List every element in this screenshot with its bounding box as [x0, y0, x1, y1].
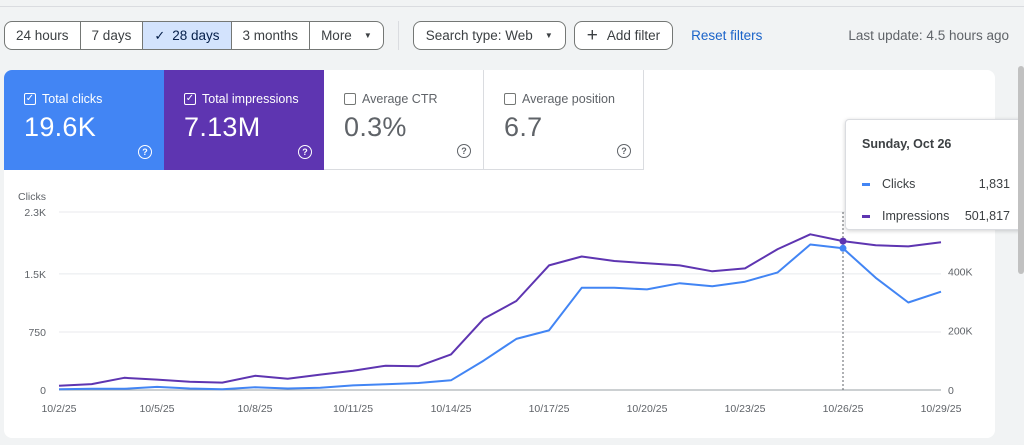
x-tick-label: 10/11/25: [333, 403, 373, 415]
x-tick-label: 10/20/25: [627, 403, 668, 415]
y-left-tick-label: 0: [40, 385, 46, 397]
metric-total-impressions[interactable]: ✓ Total impressions 7.13M ?: [164, 70, 324, 170]
reset-filters-link[interactable]: Reset filters: [691, 28, 763, 43]
toolbar-divider: [397, 21, 399, 50]
help-icon[interactable]: ?: [298, 145, 312, 159]
metric-label: Total impressions: [202, 92, 299, 106]
y-left-tick-label: 1.5K: [24, 269, 46, 281]
y-axis-label: Clicks: [18, 191, 46, 203]
metric-value: 19.6K: [24, 112, 97, 142]
metric-value: 7.13M: [184, 112, 261, 142]
checkbox-checked-icon[interactable]: ✓: [184, 93, 196, 105]
y-left-tick-label: 750: [28, 327, 46, 339]
y-right-tick-label: 0: [948, 385, 954, 397]
plus-icon: +: [586, 25, 598, 46]
range-more-dropdown[interactable]: More ▼: [321, 28, 372, 43]
metric-label: Average CTR: [362, 92, 438, 106]
range-24-hours[interactable]: 24 hours: [5, 22, 81, 49]
page-scrollbar[interactable]: [1018, 66, 1024, 274]
x-tick-label: 10/26/25: [823, 403, 864, 415]
y-left-tick-label: 2.3K: [24, 207, 46, 219]
x-tick-label: 10/5/25: [139, 403, 174, 415]
metric-value: 0.3%: [344, 112, 407, 142]
series-line-clicks: [58, 243, 942, 391]
check-icon: ✓: [154, 27, 166, 43]
x-tick-label: 10/29/25: [921, 403, 962, 415]
highlight-point-clicks: [839, 244, 847, 252]
range-7-days[interactable]: 7 days: [81, 22, 144, 49]
metric-total-clicks[interactable]: ✓ Total clicks 19.6K ?: [4, 70, 164, 170]
x-tick-label: 10/2/25: [41, 403, 76, 415]
filter-toolbar: 24 hours 7 days ✓ 28 days 3 months More ▼ …: [4, 21, 762, 50]
tooltip-value: 501,817: [964, 209, 1010, 223]
chart-tooltip: Sunday, Oct 26 Clicks 1,831 Impressions …: [845, 119, 1024, 230]
help-icon[interactable]: ?: [617, 144, 631, 158]
checkbox-unchecked-icon[interactable]: [344, 93, 356, 105]
help-icon[interactable]: ?: [457, 144, 471, 158]
range-3-months[interactable]: 3 months: [232, 22, 311, 49]
metric-label: Average position: [522, 92, 615, 106]
checkbox-unchecked-icon[interactable]: [504, 93, 516, 105]
search-type-dropdown[interactable]: Search type: Web ▼: [412, 21, 566, 50]
top-divider: [0, 6, 1024, 7]
caret-down-icon: ▼: [363, 31, 372, 40]
y-right-tick-label: 400K: [948, 266, 973, 278]
tooltip-date: Sunday, Oct 26: [862, 137, 952, 151]
tooltip-row-impressions: Impressions 501,817: [862, 200, 1024, 232]
last-update-text: Last update: 4.5 hours ago: [848, 28, 1009, 43]
y-right-tick-label: 200K: [948, 326, 973, 338]
x-tick-label: 10/14/25: [431, 403, 472, 415]
range-28-days[interactable]: ✓ 28 days: [143, 22, 232, 49]
add-filter-button[interactable]: + Add filter: [573, 21, 674, 50]
metric-average-position[interactable]: Average position 6.7 ?: [484, 70, 644, 170]
highlight-point-impressions: [839, 237, 847, 245]
tooltip-value: 1,831: [978, 177, 1010, 191]
metric-value: 6.7: [504, 112, 543, 142]
impressions-swatch: [862, 214, 870, 218]
metric-average-ctr[interactable]: Average CTR 0.3% ?: [324, 70, 484, 170]
metric-label: Total clicks: [42, 92, 103, 106]
performance-chart[interactable]: Clicks 0 750 1.5K 2.3K 0 200K 400K 10/2/25 10/5/2…: [4, 70, 995, 438]
x-tick-label: 10/23/25: [725, 403, 766, 415]
date-range-selector: 24 hours 7 days ✓ 28 days 3 months More ▼: [4, 21, 384, 50]
caret-down-icon: ▼: [544, 31, 553, 40]
help-icon[interactable]: ?: [138, 145, 152, 159]
x-tick-label: 10/8/25: [237, 403, 272, 415]
performance-card: ✓ Total clicks 19.6K ? ✓ Total impressions…: [4, 70, 995, 438]
x-tick-label: 10/17/25: [529, 403, 570, 415]
checkbox-checked-icon[interactable]: ✓: [24, 93, 36, 105]
series-line-impressions: [58, 233, 942, 387]
clicks-swatch: [862, 182, 870, 186]
tooltip-row-clicks: Clicks 1,831: [862, 168, 1024, 200]
